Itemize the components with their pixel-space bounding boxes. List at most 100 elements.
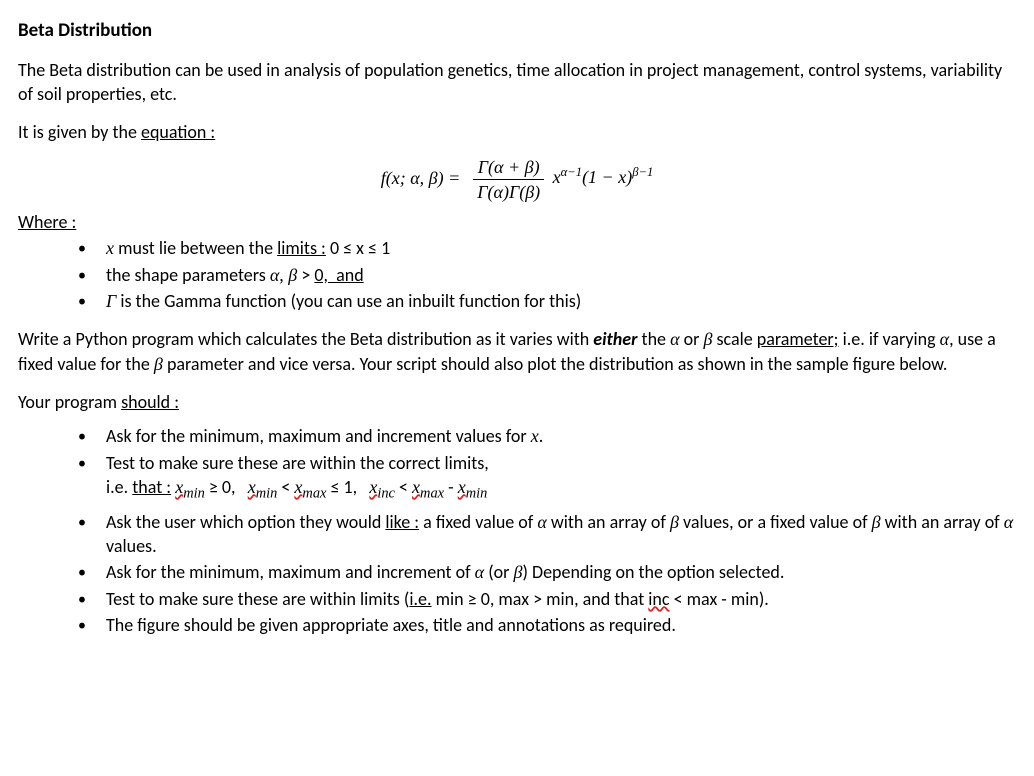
where-x: x [106, 238, 114, 258]
eq-den-g1: Γ [477, 182, 487, 202]
eq-num-gamma: Γ [478, 157, 488, 177]
eq-numerator: Γ(α + β) [473, 155, 544, 180]
equation-colon-underlined: equation : [141, 121, 215, 143]
p2-alpha1: α [670, 329, 679, 349]
should-colon: should : [121, 391, 179, 413]
s2b-pre: i.e. [106, 476, 132, 498]
xmin1: xmin [175, 477, 205, 497]
s5-tail: < max - min). [670, 588, 769, 610]
p2-beta2: β [154, 354, 163, 374]
s3-alpha: α [537, 512, 546, 532]
s3-vals: values, or a fixed value of [679, 511, 872, 533]
p2-param: parameter; [757, 328, 839, 350]
s6-text: The figure should be given appropriate a… [106, 614, 676, 636]
eq-paren-exp: β−1 [632, 165, 653, 179]
eq-fraction: Γ(α + β) Γ(α)Γ(β) [473, 155, 544, 205]
where-3-rest: is the Gamma function (you can use an in… [116, 290, 581, 312]
should-item-2: Test to make sure these are within the c… [18, 451, 1016, 504]
s3-like: like : [385, 511, 419, 533]
task-paragraph: Write a Python program which calculates … [18, 327, 1016, 376]
page-title: Beta Distribution [18, 18, 1016, 44]
eq-paren: (1 − x) [582, 167, 632, 187]
eq-paren-i: (1 − x) [582, 167, 632, 187]
ge0: ≥ 0, [205, 476, 244, 498]
le1: ≤ 1, [326, 476, 365, 498]
xmax2: xmax [412, 477, 444, 497]
where-1-tail: 0 ≤ x ≤ 1 [326, 237, 390, 259]
equation-lead-text: It is given by the [18, 121, 141, 143]
s2b-that: that : [132, 476, 171, 498]
eq-x: x [553, 167, 561, 187]
s3-end: values. [106, 535, 157, 557]
where-item-2: the shape parameters α, β > 0, and [18, 263, 1016, 287]
intro-paragraph: The Beta distribution can be used in ana… [18, 58, 1016, 107]
p2-either: either [593, 328, 637, 350]
eq-den-a2: (β) [519, 182, 540, 202]
should-list: Ask for the minimum, maximum and increme… [18, 424, 1016, 637]
s1-dot: . [539, 425, 544, 447]
minus: - [444, 476, 458, 498]
equation-formula: f(x; α, β) = Γ(α + β) Γ(α)Γ(β) xα−1(1 − … [18, 155, 1016, 205]
lt2: < [395, 476, 412, 498]
where-2-mid: > [297, 264, 314, 286]
s3-with: with an array of [547, 511, 670, 533]
s3-tail: with an array of [881, 511, 1004, 533]
eq-den-g2: Γ [509, 182, 519, 202]
p2g: parameter and vice versa. Your script sh… [163, 353, 948, 375]
where-2-ab: α, β [270, 265, 297, 285]
s4-pre: Ask for the minimum, maximum and increme… [106, 561, 475, 583]
xmax1: xmax [294, 477, 326, 497]
s3-pre: Ask the user which option they would [106, 511, 385, 533]
xmin2: xmin [248, 477, 278, 497]
where-label: Where : [18, 210, 1016, 234]
s1-x: x [531, 426, 539, 446]
lt1: < [277, 476, 294, 498]
eq-args-inner: (x; α, β) = [386, 167, 465, 187]
eq-tail: xα−1(1 − x)β−1 [553, 167, 654, 187]
eq-num-arg: (α + β) [488, 157, 540, 177]
where-list: x must lie between the limits : 0 ≤ x ≤ … [18, 236, 1016, 313]
p2a: Write a Python program which calculates … [18, 328, 593, 350]
s4-or: (or [484, 561, 513, 583]
where-1-rest: must lie between the [114, 237, 277, 259]
should-item-1: Ask for the minimum, maximum and increme… [18, 424, 1016, 448]
p2d: scale [712, 328, 756, 350]
s4-tail: ) Depending on the option selected. [522, 561, 784, 583]
s3-alpha2: α [1004, 512, 1013, 532]
p2-alpha2: α [940, 329, 949, 349]
s5-pre: Test to make sure these are within limit… [106, 588, 409, 610]
where-1-limits: limits : [277, 237, 326, 259]
where-item-1: x must lie between the limits : 0 ≤ x ≤ … [18, 236, 1016, 260]
s5-inc: inc [648, 588, 669, 610]
s2-text: Test to make sure these are within the c… [106, 452, 489, 474]
where-2-pre: the shape parameters [106, 264, 270, 286]
s3-beta: β [670, 512, 679, 532]
xmin3: xmin [458, 477, 488, 497]
s5-mid: min ≥ 0, max > min, and that [432, 588, 649, 610]
eq-x-exp: α−1 [561, 165, 582, 179]
s4-alpha: α [475, 562, 484, 582]
eq-den-a1: (α) [488, 182, 509, 202]
s3-beta2: β [872, 512, 881, 532]
should-item-4: Ask for the minimum, maximum and increme… [18, 560, 1016, 584]
should-item-3: Ask the user which option they would lik… [18, 510, 1016, 559]
where-2-under: 0, and [314, 264, 363, 286]
eq-denominator: Γ(α)Γ(β) [473, 180, 544, 204]
s1-text: Ask for the minimum, maximum and increme… [106, 425, 531, 447]
where-item-3: Γ is the Gamma function (you can use an … [18, 289, 1016, 313]
eq-args: (x; α, β) = [386, 167, 465, 187]
should-lead: Your program should : [18, 390, 1016, 414]
equation-lead: It is given by the equation : [18, 120, 1016, 144]
should-item-5: Test to make sure these are within limit… [18, 587, 1016, 611]
s3-mid: a fixed value of [419, 511, 537, 533]
p2b: the [637, 328, 670, 350]
eq-num-arg-i: (α + β) [488, 157, 540, 177]
should-lead-text: Your program [18, 391, 121, 413]
xinc1: xinc [369, 477, 395, 497]
should-item-6: The figure should be given appropriate a… [18, 613, 1016, 637]
p2e: i.e. if varying [839, 328, 940, 350]
s5-ie: i.e. [409, 588, 431, 610]
where-3-gamma: Γ [106, 291, 116, 311]
s2b-ineq: xmin ≥ 0, xmin < xmax ≤ 1, xinc < xmax -… [175, 476, 487, 498]
p2c: or [680, 328, 704, 350]
